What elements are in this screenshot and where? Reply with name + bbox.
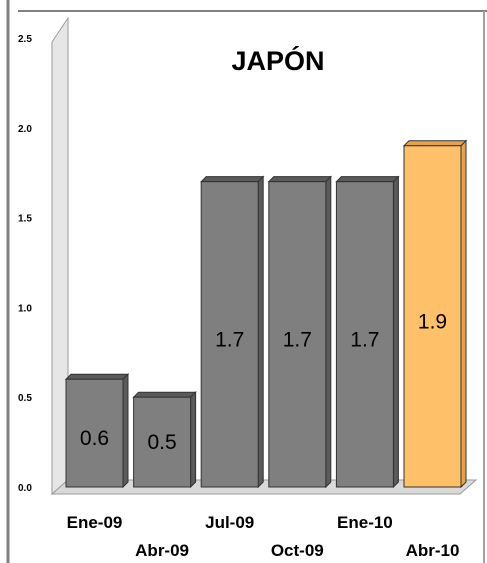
bar-side-face <box>190 390 197 489</box>
x-category-label: Abr-09 <box>135 541 189 560</box>
bar <box>268 181 327 488</box>
y-tick-label: 1.5 <box>18 214 32 225</box>
bar-data-label: 0.5 <box>147 431 176 454</box>
y-tick-label: 0.5 <box>18 393 32 404</box>
bar-data-label: 1.7 <box>215 328 244 351</box>
x-category-label: Abr-10 <box>406 541 460 560</box>
bar-top-face <box>199 176 265 183</box>
bar-side-face <box>122 373 129 489</box>
bar-top-face <box>267 176 333 183</box>
x-category-label: Oct-09 <box>271 541 324 560</box>
bar <box>65 378 124 488</box>
bar <box>403 145 462 488</box>
x-category-label: Jul-09 <box>205 513 254 532</box>
bar-data-label: 1.7 <box>350 328 379 351</box>
y-tick-label: 2.5 <box>18 34 32 45</box>
bar <box>335 181 394 488</box>
y-tick-label: 2.0 <box>18 124 32 135</box>
bar-data-label: 1.7 <box>283 328 312 351</box>
x-category-label: Ene-09 <box>67 513 123 532</box>
bar-top-face <box>402 140 468 147</box>
bar-side-face <box>257 175 264 489</box>
y-tick-label: 0.0 <box>18 483 32 494</box>
bars-group: 0.6 0.5 1.7 1.7 1.7 1.9 <box>64 139 468 489</box>
x-category-label: Ene-10 <box>337 513 393 532</box>
category-labels: Ene-09 Abr-09 Jul-09 Oct-09 Ene-10 Abr-10 <box>67 513 460 560</box>
bar-side-face <box>460 139 467 489</box>
bar-data-label: 0.6 <box>80 427 109 450</box>
chart-title: JAPÓN <box>231 45 324 76</box>
y-axis-ticks: 0.0 0.5 1.0 1.5 2.0 2.5 <box>18 34 32 494</box>
bar-data-label: 1.9 <box>418 310 447 333</box>
bar-side-face <box>325 175 332 489</box>
bar <box>133 396 192 488</box>
bar-top-face <box>335 176 400 183</box>
bar-top-face <box>132 391 197 398</box>
y-tick-label: 1.0 <box>18 303 32 314</box>
bar-top-face <box>64 373 130 380</box>
bar-side-face <box>392 175 399 489</box>
bar <box>200 181 259 488</box>
